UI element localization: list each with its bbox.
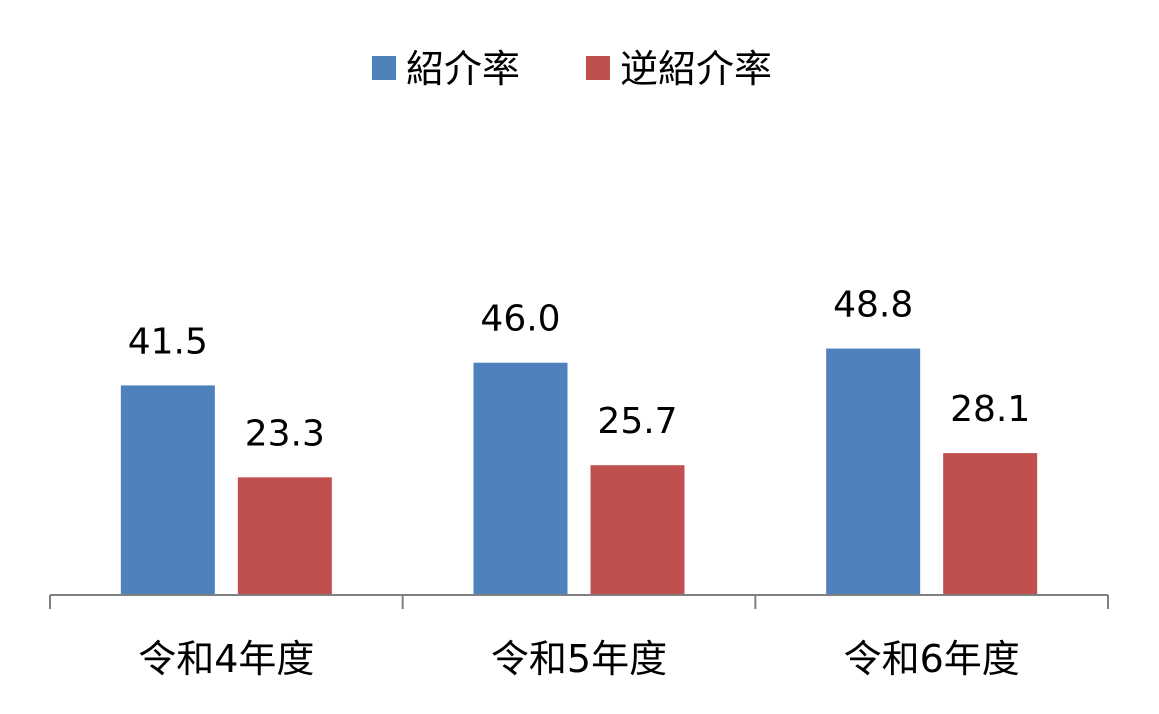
bar-reverse-referral-2 (590, 465, 685, 595)
x-tick-label-1: 令和4年度 (138, 637, 314, 681)
data-labels-group: 41.5 23.3 46.0 25.7 48.8 28.1 (128, 285, 1030, 455)
legend: 紹介率 逆紹介率 (372, 47, 772, 91)
data-label-referral-3: 48.8 (833, 285, 913, 326)
bar-referral-3 (826, 348, 921, 595)
bars-group (120, 348, 1038, 595)
bar-referral-2 (473, 362, 568, 595)
legend-swatch-reverse-referral (586, 56, 610, 80)
legend-swatch-referral (372, 56, 396, 80)
legend-label-reverse-referral: 逆紹介率 (620, 47, 772, 91)
bar-reverse-referral-3 (943, 453, 1038, 595)
x-tick-labels-group: 令和4年度 令和5年度 令和6年度 (138, 637, 1020, 681)
legend-label-referral: 紹介率 (406, 47, 520, 91)
bar-reverse-referral-1 (237, 477, 332, 595)
data-label-reverse-referral-1: 23.3 (245, 413, 325, 454)
data-label-reverse-referral-2: 25.7 (597, 401, 677, 442)
x-tick-label-2: 令和5年度 (491, 637, 667, 681)
bar-referral-1 (120, 385, 215, 595)
x-tick-label-3: 令和6年度 (844, 637, 1020, 681)
data-label-referral-1: 41.5 (128, 321, 208, 362)
data-label-reverse-referral-3: 28.1 (950, 389, 1030, 430)
x-axis (49, 594, 1109, 609)
data-label-referral-2: 46.0 (480, 299, 560, 340)
